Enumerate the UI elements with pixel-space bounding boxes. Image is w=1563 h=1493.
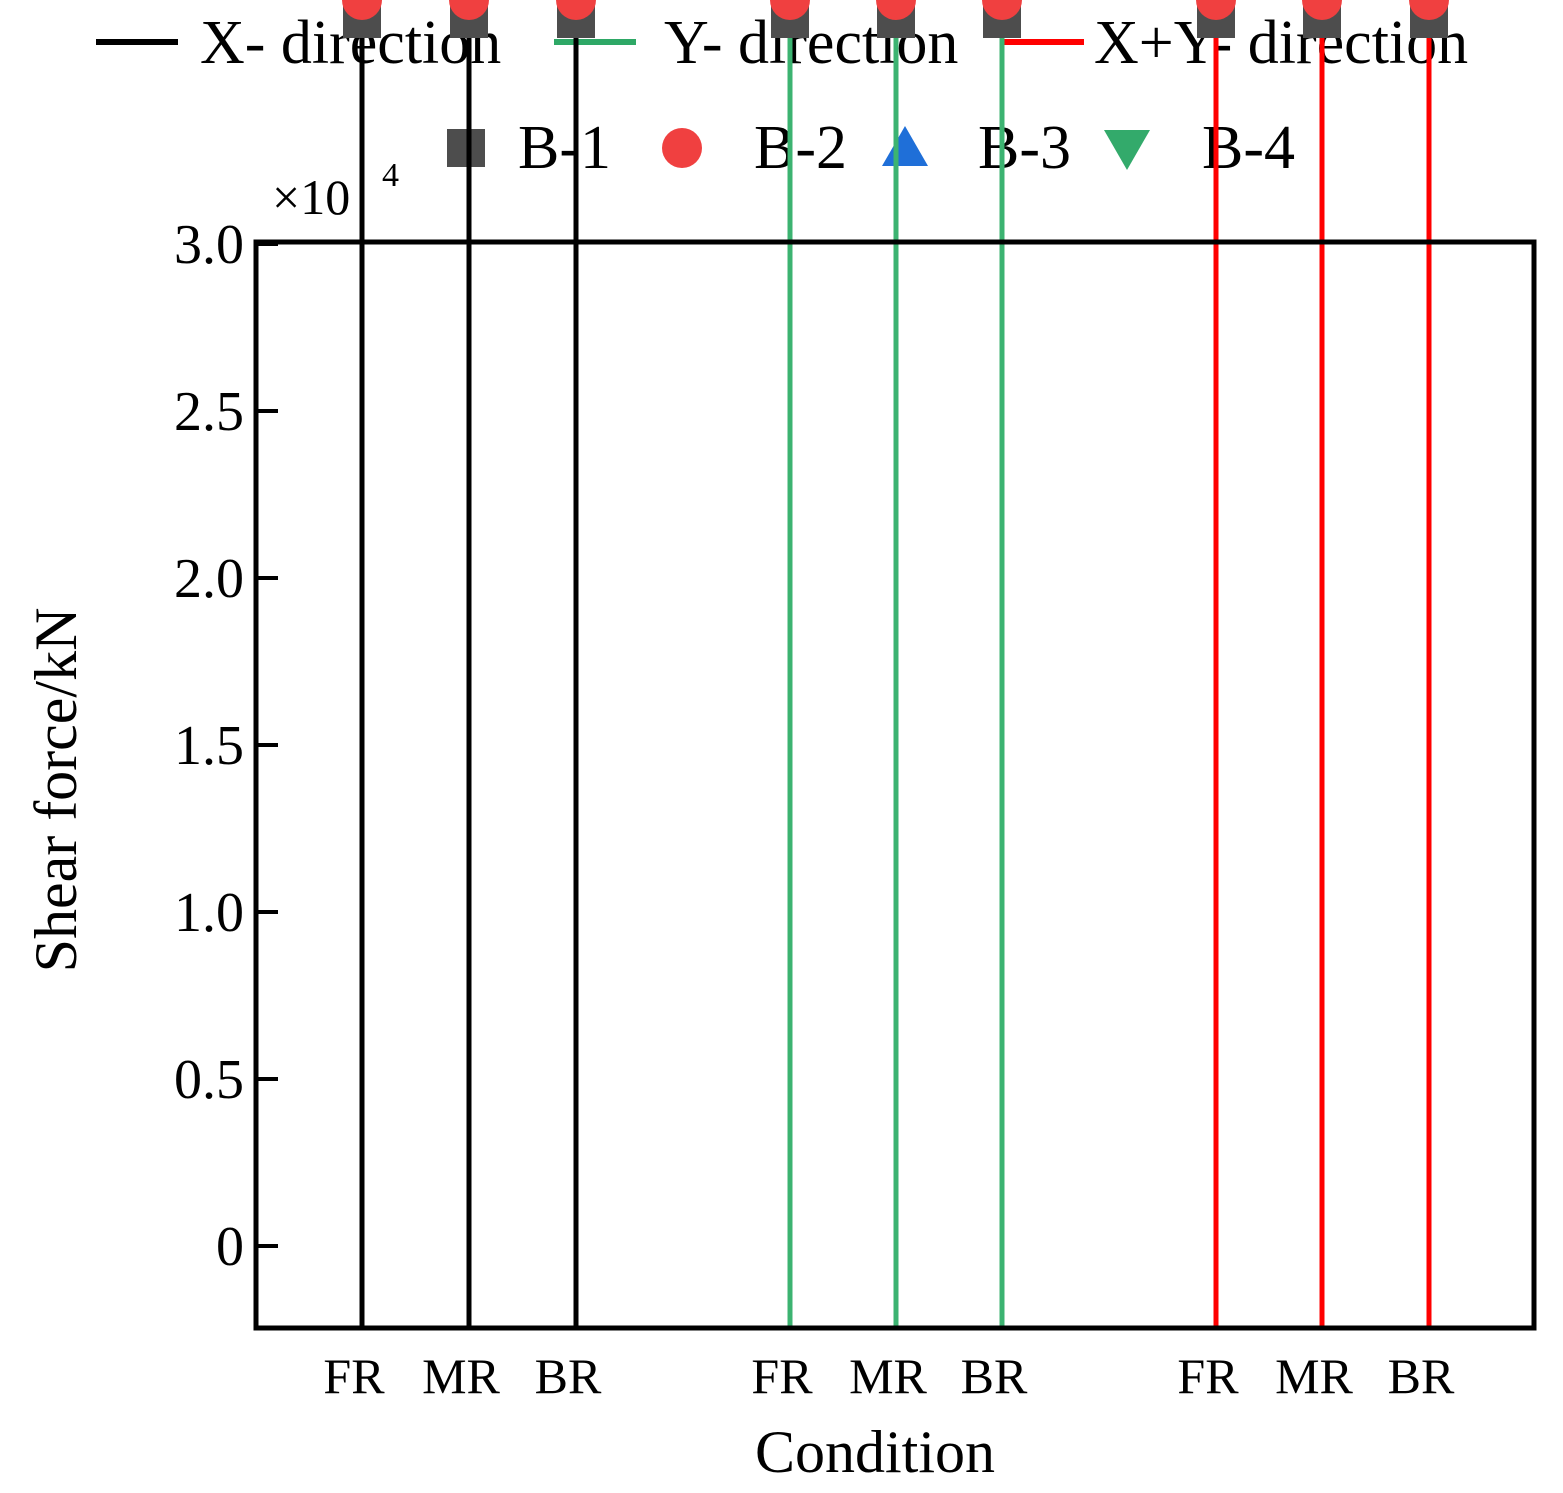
marker-b-2: [342, 0, 382, 20]
marker-b-2: [556, 0, 596, 20]
x-tick-label-br: BR: [961, 1348, 1028, 1404]
legend-marker-label-b-2: B-2: [754, 114, 847, 182]
marker-b-2: [876, 0, 916, 20]
marker-b-2: [1302, 0, 1342, 20]
y-tick-label: 1.5: [174, 715, 244, 777]
x-axis-label: Condition: [755, 1419, 995, 1485]
legend-line-label-3: X+Y- direction: [1094, 9, 1468, 77]
legend-marker-b-1: [447, 129, 485, 167]
legend-marker-label-b-3: B-3: [978, 114, 1071, 182]
legend-marker-b-4: [1104, 130, 1150, 170]
x-tick-label-br: BR: [1388, 1348, 1455, 1404]
y-tick-label: 1.0: [174, 882, 244, 944]
x-tick-label-fr: FR: [323, 1348, 385, 1404]
y-multiplier-exponent: 4: [382, 157, 399, 194]
y-tick-label: 0.5: [174, 1049, 244, 1111]
x-tick-label-mr: MR: [1275, 1348, 1353, 1404]
marker-b-2: [1196, 0, 1236, 20]
marker-b-2: [982, 0, 1022, 20]
marker-b-2: [449, 0, 489, 20]
y-axis: 0 0.5 1.0 1.5 2.0 2.5 3.0: [174, 214, 278, 1278]
y-tick-label: 3.0: [174, 214, 244, 276]
x-tick-label-br: BR: [535, 1348, 602, 1404]
y-multiplier-base: ×10: [272, 169, 350, 225]
y-axis-multiplier: ×10 4: [272, 157, 399, 225]
y-tick-label: 2.0: [174, 548, 244, 610]
legend-marker-b-2: [662, 128, 702, 168]
stem-lines: [359, 0, 1432, 1328]
x-axis: FR MR BR FR MR BR FR MR BR: [323, 1348, 1455, 1404]
x-tick-label-fr: FR: [1177, 1348, 1239, 1404]
x-tick-label-mr: MR: [422, 1348, 500, 1404]
data-markers: [342, 0, 1449, 38]
y-tick-label: 2.5: [174, 381, 244, 443]
marker-b-2: [1409, 0, 1449, 20]
x-tick-label-fr: FR: [751, 1348, 813, 1404]
x-tick-label-mr: MR: [849, 1348, 927, 1404]
marker-b-2: [770, 0, 810, 20]
y-axis-label: Shear force/kN: [23, 608, 89, 973]
legend: X- direction Y- direction X+Y- directionB-…: [96, 9, 1468, 182]
plot-frame: [253, 239, 1537, 1331]
y-tick-label: 0: [216, 1216, 244, 1278]
legend-marker-b-3: [882, 126, 928, 166]
legend-marker-label-b-1: B-1: [518, 114, 611, 182]
